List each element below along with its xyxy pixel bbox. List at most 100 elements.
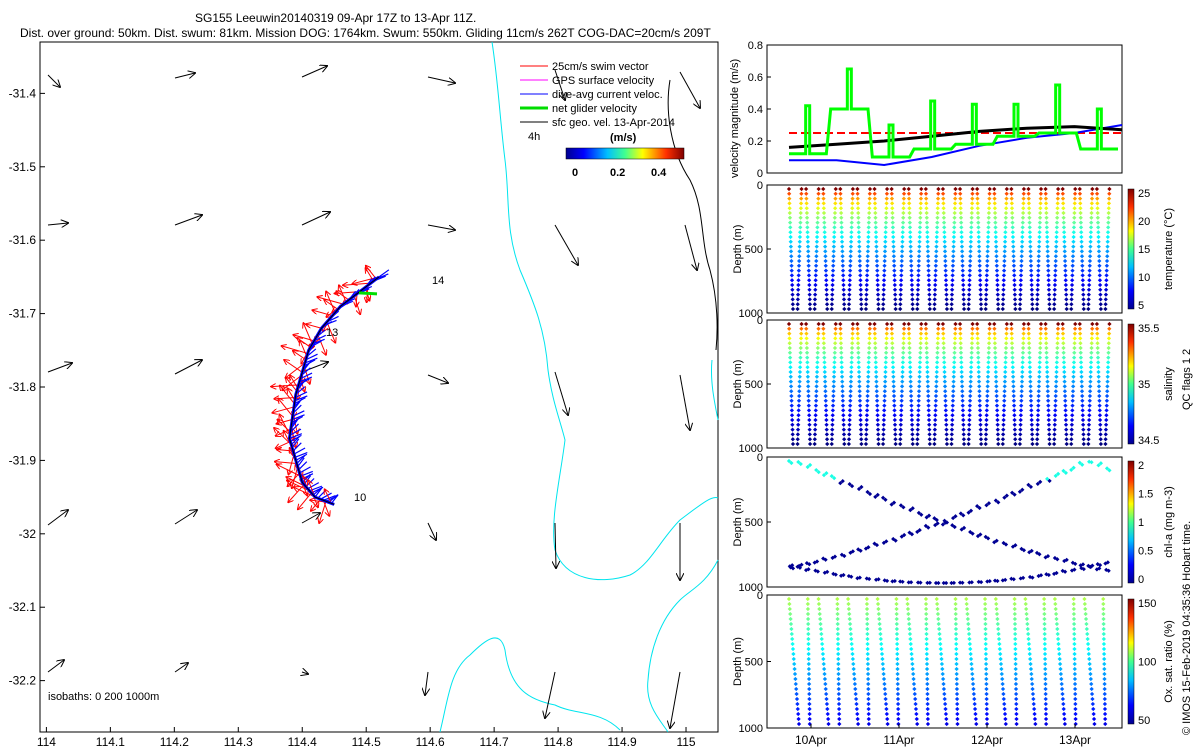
profile-point <box>1088 225 1094 230</box>
profile-point <box>959 244 965 249</box>
profile-point <box>902 186 907 192</box>
profile-point <box>787 210 792 216</box>
profile-point <box>872 196 877 201</box>
profile-point <box>804 196 809 201</box>
profile-point <box>1081 292 1086 297</box>
profile-point <box>925 234 930 240</box>
profile-point <box>1089 196 1095 201</box>
profile-point <box>883 239 888 244</box>
profile-point <box>898 302 903 307</box>
isobaths-label: isobaths: 0 200 1000m <box>48 691 159 703</box>
profile-ytick-label: 0 <box>757 452 763 464</box>
profile-point <box>969 220 974 225</box>
profile-point <box>842 302 847 307</box>
profile-point <box>864 273 870 278</box>
geo-arrow <box>302 672 308 674</box>
profile-point <box>832 225 837 230</box>
profile-point <box>1080 273 1085 278</box>
profile-point <box>789 389 794 394</box>
profile-point <box>882 263 887 268</box>
profile-point <box>901 191 907 196</box>
profile-point <box>1053 254 1059 259</box>
profile-point <box>908 254 914 259</box>
profile-point <box>977 258 982 264</box>
profile-point <box>936 191 941 196</box>
profile-point <box>790 306 796 312</box>
profile-point <box>1027 225 1032 230</box>
profile-point <box>1070 268 1075 273</box>
geo-arrow <box>545 671 556 718</box>
profile-point <box>976 225 981 230</box>
profile-point <box>993 230 998 235</box>
profile-point <box>1026 191 1031 196</box>
profile-point <box>1009 206 1015 211</box>
profile-point <box>841 282 846 288</box>
profile-point <box>1021 191 1026 196</box>
profile-point <box>876 297 881 302</box>
profile-point <box>924 220 930 225</box>
profile-point <box>900 234 905 240</box>
profile-point <box>987 186 992 192</box>
profile-point <box>951 254 956 259</box>
profile-point <box>806 249 811 254</box>
profile-point <box>883 225 888 230</box>
profile-point <box>825 306 830 312</box>
profile-point <box>1029 292 1035 297</box>
profile-point <box>875 268 880 273</box>
profile-point <box>976 244 982 249</box>
profile-point <box>1020 210 1026 216</box>
profile-point <box>839 215 844 220</box>
profile-point <box>909 258 914 264</box>
profile-point <box>1009 191 1014 196</box>
profile-point <box>892 278 897 283</box>
profile-point <box>1079 244 1084 249</box>
profile-point <box>805 244 811 249</box>
profile-point <box>866 220 871 225</box>
profile-point <box>995 278 1000 283</box>
profile-point <box>797 249 802 254</box>
profile-point <box>874 263 880 268</box>
profile-point <box>1072 215 1077 220</box>
profile-point <box>1089 220 1094 225</box>
glider-track <box>271 266 390 523</box>
profile-point <box>830 268 836 273</box>
profile-point <box>909 273 914 278</box>
profile-point <box>807 278 812 283</box>
profile-point <box>823 254 828 259</box>
profile-point <box>805 230 810 235</box>
profile-point <box>1096 234 1101 240</box>
profile-point <box>960 254 965 259</box>
profile-panel-3: 0 500 1000 Depth (m) 50 100 150 Ox. sat. ratio … <box>732 590 1175 735</box>
colorbar-tick: 2 <box>1138 460 1144 472</box>
profile-point <box>1071 234 1076 240</box>
profile-point <box>932 287 938 292</box>
colorbar-label: temperature (°C) <box>1163 208 1175 290</box>
current-vector <box>307 482 320 490</box>
geo-arrow <box>47 74 60 87</box>
profile-point <box>919 186 924 192</box>
map-colorbar <box>565 147 685 160</box>
isobath <box>647 559 719 733</box>
profile-point <box>847 297 852 302</box>
geo-arrow <box>301 362 328 373</box>
profile-point <box>919 191 924 196</box>
profile-ytick-label: 1000 <box>739 723 763 735</box>
profile-point <box>846 302 852 307</box>
map-ytick-label: -31.8 <box>9 380 37 394</box>
profile-point <box>924 206 929 211</box>
vel-series-3 <box>789 67 1118 159</box>
profile-point <box>950 263 956 268</box>
profile-point <box>858 273 863 278</box>
profile-point <box>951 239 956 244</box>
profile-point <box>1070 254 1076 259</box>
profile-point <box>932 292 937 297</box>
profile-point <box>786 321 792 327</box>
profile-point <box>833 196 838 201</box>
profile-point <box>908 230 913 235</box>
profile-point <box>893 297 898 302</box>
profile-point <box>1036 258 1041 264</box>
profile-points <box>786 186 1112 312</box>
profile-point <box>1045 258 1051 264</box>
profile-point <box>1097 263 1102 268</box>
profile-point <box>855 201 861 206</box>
